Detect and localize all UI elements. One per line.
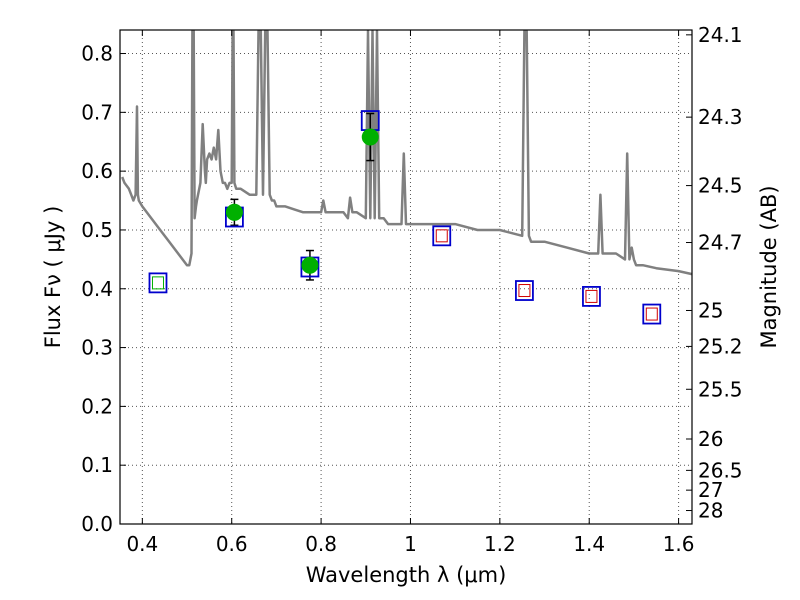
x-tick-label: 0.4 [126, 532, 158, 556]
model-point [148, 272, 168, 294]
x-axis-label: Wavelength λ (μm) [306, 563, 507, 587]
right-tick-label: 25.5 [698, 377, 743, 401]
observed-point [361, 128, 379, 146]
x-tick-label: 1 [404, 532, 417, 556]
y-axis-label: Flux Fν ( μJy ) [41, 206, 65, 349]
right-tick-label: 26 [698, 427, 723, 451]
x-tick-label: 1.2 [484, 532, 516, 556]
y-tick-label: 0.1 [81, 453, 113, 477]
inner-point [645, 307, 658, 321]
right-tick-label: 24.5 [698, 174, 743, 198]
y-tick-label: 0.8 [81, 42, 113, 66]
plot-frame [119, 29, 693, 525]
y-tick-label: 0.3 [81, 336, 113, 360]
x-tick-label: 1.6 [663, 532, 695, 556]
model-point [515, 280, 534, 301]
x-tick-label: 0.6 [216, 532, 248, 556]
y-tick-label: 0.2 [81, 394, 113, 418]
observed-point [225, 203, 243, 221]
y-tick-label: 0.0 [81, 512, 113, 536]
right-tick-label: 27 [698, 478, 723, 502]
x-tick-label: 1.4 [573, 532, 605, 556]
right-tick-label: 24.7 [698, 231, 743, 255]
right-tick-label: 25 [698, 298, 723, 322]
y-tick-label: 0.6 [81, 159, 113, 183]
model-point [642, 303, 662, 325]
y-tick-label: 0.7 [81, 100, 113, 124]
inner-point [435, 229, 448, 243]
right-tick-label: 24.1 [698, 23, 743, 47]
right-tick-label: 25.2 [698, 334, 743, 358]
inner-point [151, 276, 164, 290]
spectrum-line [121, 29, 693, 276]
y-tick-label: 0.4 [81, 277, 113, 301]
right-tick-label: 28 [698, 499, 723, 523]
right-tick-label: 26.5 [698, 458, 743, 482]
plot-area [121, 29, 693, 325]
grid [120, 30, 692, 525]
axes: 0.4 0.6 0.8 1 1.2 1.4 1.6 0.0 0.1 0.2 0.3 0.4 0.5 0.6… [81, 23, 742, 556]
model-point [582, 286, 601, 307]
right-axis-label: Magnitude (AB) [757, 185, 781, 348]
y-tick-label: 0.5 [81, 218, 113, 242]
right-tick-label: 24.3 [698, 105, 743, 129]
inner-point [585, 289, 598, 303]
observed-point [301, 256, 319, 274]
x-tick-label: 0.8 [305, 532, 337, 556]
inner-point [518, 284, 531, 298]
model-point [432, 225, 452, 247]
